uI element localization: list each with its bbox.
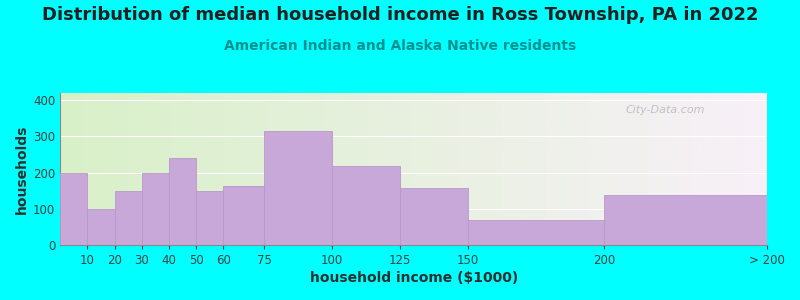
- Text: American Indian and Alaska Native residents: American Indian and Alaska Native reside…: [224, 39, 576, 53]
- Bar: [87, 209, 114, 245]
- Bar: [114, 190, 142, 245]
- Bar: [332, 166, 400, 245]
- Bar: [468, 220, 604, 245]
- Bar: [400, 188, 468, 245]
- Bar: [142, 172, 169, 245]
- Y-axis label: households: households: [15, 124, 29, 214]
- Bar: [604, 195, 767, 245]
- Bar: [169, 158, 196, 245]
- Text: Distribution of median household income in Ross Township, PA in 2022: Distribution of median household income …: [42, 6, 758, 24]
- Bar: [196, 191, 223, 245]
- Bar: [223, 186, 264, 245]
- X-axis label: household income ($1000): household income ($1000): [310, 271, 518, 285]
- Bar: [60, 172, 87, 245]
- Text: City-Data.com: City-Data.com: [626, 105, 706, 115]
- Bar: [264, 131, 332, 245]
